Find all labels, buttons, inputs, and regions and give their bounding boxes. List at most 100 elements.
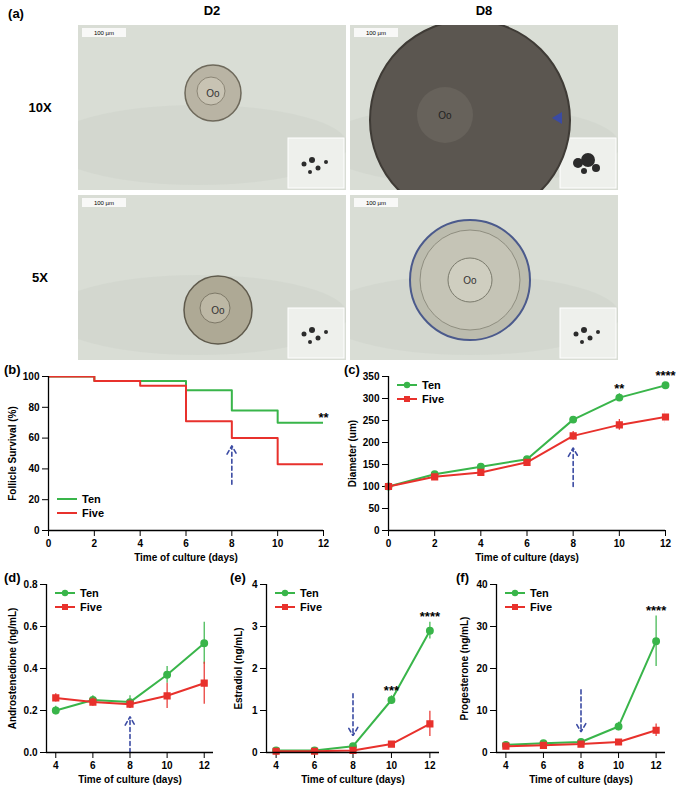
svg-text:150: 150 xyxy=(363,459,380,470)
svg-text:6: 6 xyxy=(183,538,189,549)
svg-text:3: 3 xyxy=(252,621,258,632)
html-text:Five: Five xyxy=(422,393,444,405)
svg-text:12: 12 xyxy=(424,760,436,771)
html-text:(d): (d) xyxy=(4,570,21,585)
svg-text:Diameter (um): Diameter (um) xyxy=(347,420,358,487)
svg-text:10: 10 xyxy=(162,760,174,771)
svg-text:5X: 5X xyxy=(32,270,48,285)
html-text:Ten: Ten xyxy=(300,587,319,599)
svg-text:100 µm: 100 µm xyxy=(94,200,114,206)
svg-text:D2: D2 xyxy=(204,3,221,18)
svg-text:Time of culture (days): Time of culture (days) xyxy=(475,552,579,563)
svg-text:4: 4 xyxy=(273,760,279,771)
svg-text:40: 40 xyxy=(476,579,488,590)
svg-text:(a): (a) xyxy=(8,6,24,21)
svg-text:****: **** xyxy=(655,368,676,383)
svg-text:10: 10 xyxy=(614,538,626,549)
svg-text:60: 60 xyxy=(28,432,40,443)
svg-text:***: *** xyxy=(384,683,400,698)
svg-text:100 µm: 100 µm xyxy=(366,200,386,206)
svg-text:0: 0 xyxy=(374,525,380,536)
svg-text:0: 0 xyxy=(252,747,258,758)
svg-text:Estradiol (ng/mL): Estradiol (ng/mL) xyxy=(233,627,244,709)
svg-text:4: 4 xyxy=(53,760,59,771)
svg-text:250: 250 xyxy=(363,415,380,426)
svg-text:0.6: 0.6 xyxy=(24,621,38,632)
svg-text:4: 4 xyxy=(478,538,484,549)
svg-text:0.2: 0.2 xyxy=(24,705,38,716)
svg-text:0: 0 xyxy=(386,538,392,549)
svg-text:2: 2 xyxy=(92,538,98,549)
svg-text:D8: D8 xyxy=(476,3,493,18)
svg-text:Oo: Oo xyxy=(211,305,225,316)
svg-text:80: 80 xyxy=(28,402,40,413)
svg-text:1: 1 xyxy=(252,705,258,716)
svg-text:200: 200 xyxy=(363,437,380,448)
svg-text:10: 10 xyxy=(613,760,625,771)
svg-text:Follicle Survival (%): Follicle Survival (%) xyxy=(7,406,18,500)
svg-text:0: 0 xyxy=(46,538,52,549)
svg-text:0.8: 0.8 xyxy=(24,579,38,590)
svg-text:12: 12 xyxy=(651,760,663,771)
svg-text:2: 2 xyxy=(252,663,258,674)
svg-text:30: 30 xyxy=(476,621,488,632)
html-text:Ten: Ten xyxy=(422,379,441,391)
svg-text:10: 10 xyxy=(272,538,284,549)
svg-text:20: 20 xyxy=(28,494,40,505)
html-text:Ten: Ten xyxy=(82,493,101,505)
svg-text:0.0: 0.0 xyxy=(24,747,38,758)
svg-text:6: 6 xyxy=(541,760,547,771)
svg-text:8: 8 xyxy=(127,760,133,771)
html-text:(f): (f) xyxy=(456,570,469,585)
svg-text:0.4: 0.4 xyxy=(24,663,38,674)
svg-text:8: 8 xyxy=(570,538,576,549)
svg-text:4: 4 xyxy=(137,538,143,549)
svg-text:12: 12 xyxy=(318,538,330,549)
svg-text:Oo: Oo xyxy=(438,110,452,121)
svg-text:100 µm: 100 µm xyxy=(94,30,114,36)
svg-text:10: 10 xyxy=(476,705,488,716)
svg-text:350: 350 xyxy=(363,371,380,382)
svg-text:Oo: Oo xyxy=(206,88,220,99)
svg-text:Androstenedione (ng/mL): Androstenedione (ng/mL) xyxy=(7,608,18,730)
svg-text:8: 8 xyxy=(350,760,356,771)
svg-text:Oo: Oo xyxy=(463,275,477,286)
svg-text:10X: 10X xyxy=(28,100,51,115)
svg-text:6: 6 xyxy=(524,538,530,549)
svg-text:12: 12 xyxy=(199,760,211,771)
svg-text:4: 4 xyxy=(252,579,258,590)
svg-text:0: 0 xyxy=(34,525,40,536)
svg-text:50: 50 xyxy=(368,503,380,514)
html-text:(b): (b) xyxy=(4,362,21,377)
svg-text:8: 8 xyxy=(229,538,235,549)
svg-text:0: 0 xyxy=(482,747,488,758)
svg-text:**: ** xyxy=(318,410,329,425)
svg-text:2: 2 xyxy=(432,538,438,549)
svg-text:40: 40 xyxy=(28,463,40,474)
svg-text:4: 4 xyxy=(503,760,509,771)
svg-text:20: 20 xyxy=(476,663,488,674)
svg-text:Time of culture (days): Time of culture (days) xyxy=(301,774,405,785)
svg-text:Progesterone (ng/mL): Progesterone (ng/mL) xyxy=(459,617,470,721)
svg-text:6: 6 xyxy=(312,760,318,771)
svg-text:****: **** xyxy=(646,603,667,618)
svg-text:**: ** xyxy=(614,381,625,396)
html-text:Five: Five xyxy=(300,601,322,613)
html-text:Five: Five xyxy=(82,507,104,519)
svg-text:6: 6 xyxy=(90,760,96,771)
html-text:Five: Five xyxy=(80,601,102,613)
svg-text:10: 10 xyxy=(386,760,398,771)
svg-text:8: 8 xyxy=(578,760,584,771)
html-text:Ten: Ten xyxy=(80,587,99,599)
html-text:(e): (e) xyxy=(230,570,246,585)
html-text:(c): (c) xyxy=(344,362,360,377)
svg-text:300: 300 xyxy=(363,393,380,404)
svg-text:100: 100 xyxy=(23,371,40,382)
svg-text:100 µm: 100 µm xyxy=(366,30,386,36)
svg-text:100: 100 xyxy=(363,481,380,492)
svg-text:12: 12 xyxy=(660,538,672,549)
svg-text:Time of culture (days): Time of culture (days) xyxy=(529,774,633,785)
svg-text:Time of culture (days): Time of culture (days) xyxy=(134,552,238,563)
svg-text:****: **** xyxy=(420,609,441,624)
svg-text:Time of culture (days): Time of culture (days) xyxy=(78,774,182,785)
